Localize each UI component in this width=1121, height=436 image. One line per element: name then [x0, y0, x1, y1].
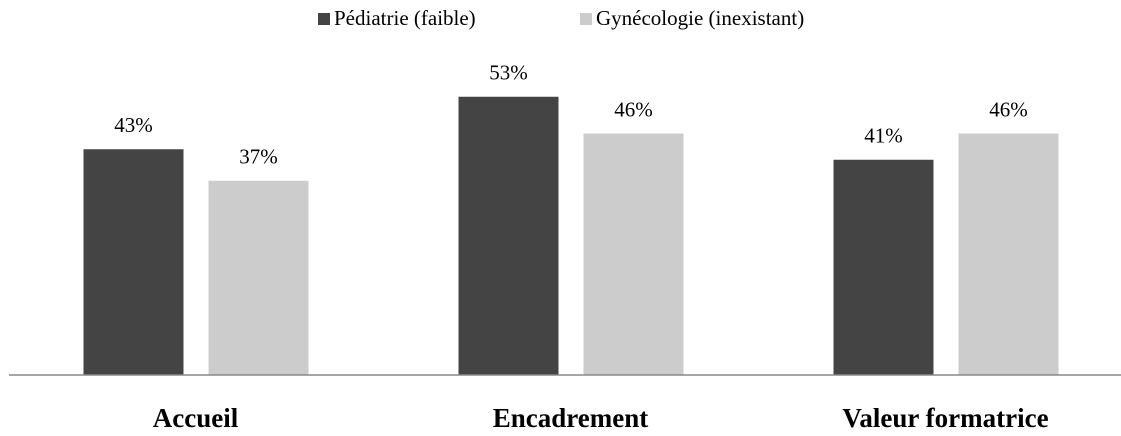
bar [833, 159, 934, 375]
bar [83, 149, 184, 375]
bar [583, 133, 684, 375]
bar [458, 96, 559, 375]
legend-label: Gynécologie (inexistant) [596, 6, 804, 30]
data-label: 46% [614, 97, 653, 121]
bar [958, 133, 1059, 375]
x-tick-label: Valeur formatrice [842, 403, 1048, 433]
legend-swatch [318, 13, 330, 25]
legend-swatch [580, 13, 592, 25]
data-label: 53% [489, 61, 528, 85]
data-label: 37% [239, 145, 278, 169]
legend-label: Pédiatrie (faible) [334, 6, 476, 30]
data-label: 41% [864, 124, 903, 148]
data-label: 43% [114, 113, 153, 137]
bar [208, 180, 309, 375]
x-tick-label: Accueil [153, 403, 239, 433]
x-tick-label: Encadrement [493, 403, 649, 433]
data-label: 46% [989, 97, 1028, 121]
